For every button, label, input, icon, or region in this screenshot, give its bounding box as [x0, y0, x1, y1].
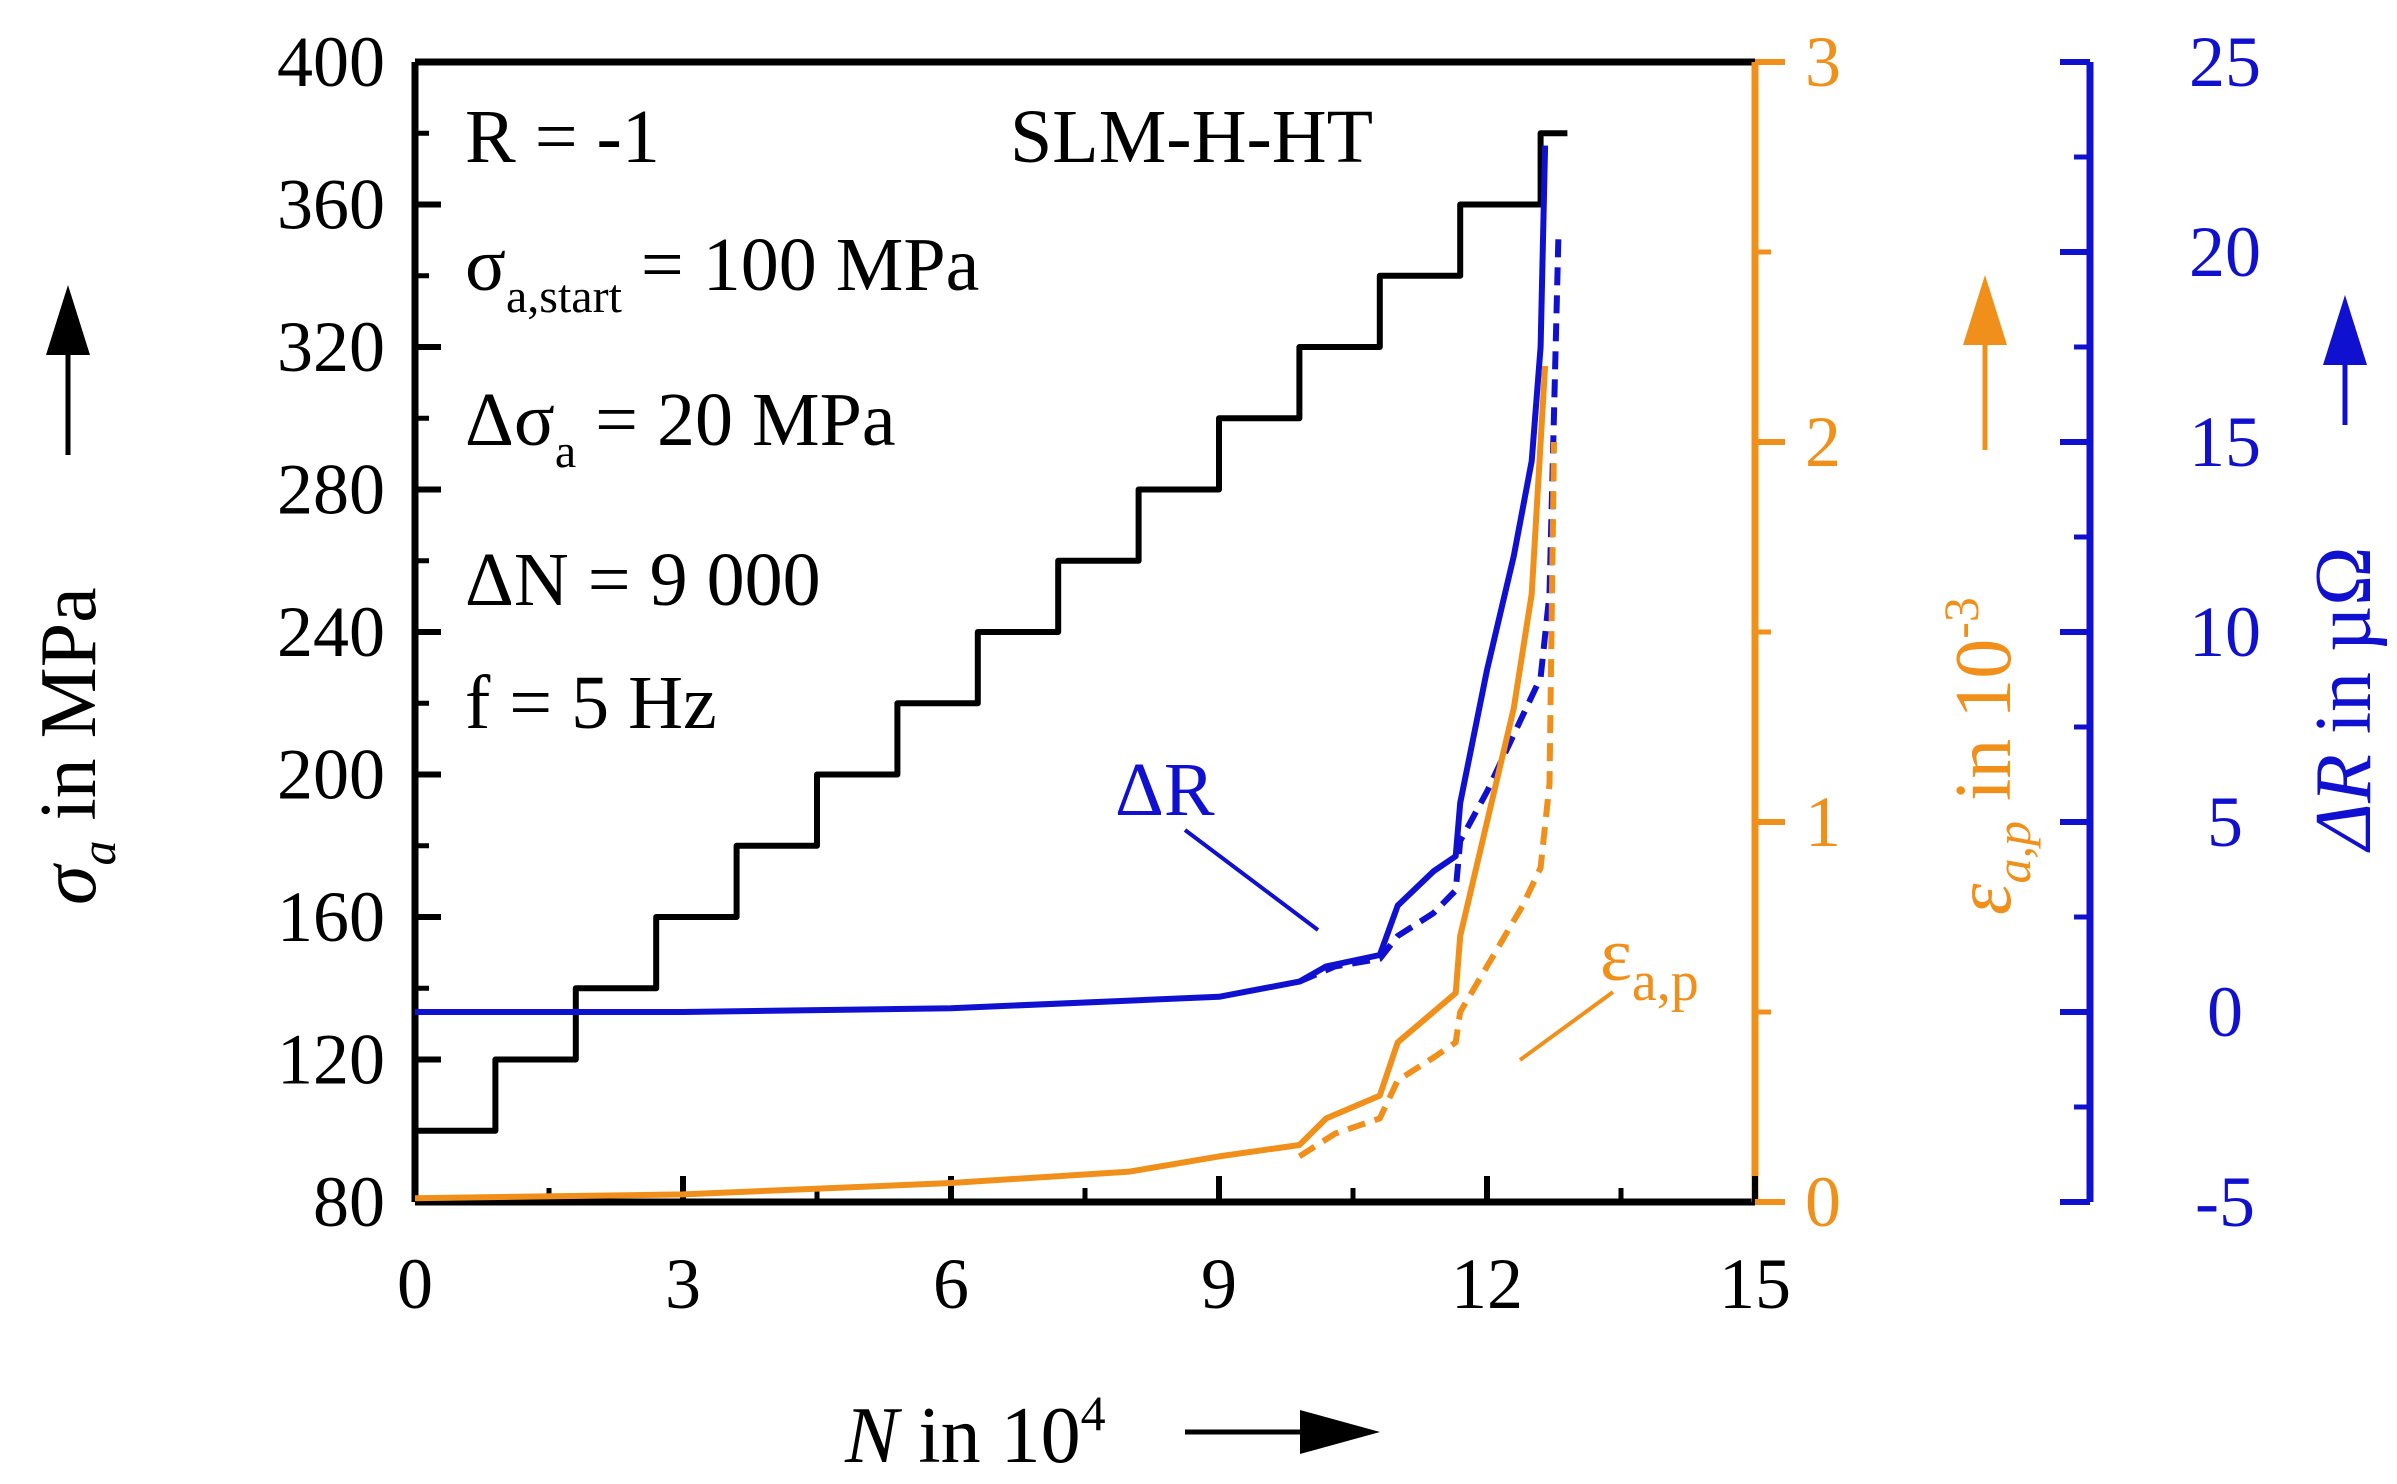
leader-delta-r [1183, 828, 1320, 932]
annotation-r-ratio: R = -1 [465, 95, 660, 179]
y-left-axis-title: σa in MPa [25, 587, 126, 905]
label-epsilon: εa,p [1600, 913, 1699, 1013]
x-tick-label: 6 [933, 1244, 969, 1324]
y-strain-tick-label: 3 [1805, 22, 1841, 102]
x-axis-title-arrowhead [1300, 1410, 1380, 1454]
label-delta-r: ΔR [1115, 748, 1215, 832]
annotation-frequency: f = 5 Hz [465, 661, 717, 745]
y-left-tick-label: 80 [313, 1162, 385, 1242]
series-line-3 [414, 365, 1549, 1202]
x-tick-label: 15 [1719, 1244, 1791, 1324]
y-left-arrowhead [46, 285, 90, 355]
y-resistance-tick-label: 0 [2207, 972, 2243, 1052]
strain-axis-ticks: 0 1 2 3 [1755, 22, 1841, 1242]
y-strain-axis-title: εa,p in 10-3 [1933, 597, 2041, 915]
y-resistance-tick-label: 20 [2189, 212, 2261, 292]
series-layer [414, 130, 1568, 1202]
x-axis-title: N in 104 [844, 1385, 1106, 1480]
left-axis-ticks: 80 120 160 200 240 280 320 360 400 [277, 22, 441, 1242]
y-left-tick-label: 200 [277, 735, 385, 815]
y-resistance-axis-title: ΔR in µΩ [2300, 546, 2388, 853]
y-resistance-tick-label: -5 [2195, 1162, 2255, 1242]
series-line-1 [415, 145, 1549, 1015]
x-tick-label: 12 [1451, 1244, 1523, 1324]
y-strain-arrowhead [1963, 275, 2007, 345]
y-left-tick-label: 160 [277, 877, 385, 957]
y-left-tick-label: 400 [277, 22, 385, 102]
y-resistance-tick-label: 10 [2189, 592, 2261, 672]
y-left-tick-label: 240 [277, 592, 385, 672]
y-resistance-tick-label: 15 [2189, 402, 2261, 482]
annotation-delta-sigma: Δσa = 20 MPa [465, 378, 896, 478]
series-line-0 [415, 130, 1568, 1134]
y-left-tick-label: 360 [277, 165, 385, 245]
annotation-sigma-start: σa,start = 100 MPa [465, 223, 979, 323]
y-strain-tick-label: 0 [1805, 1162, 1841, 1242]
y-left-tick-label: 120 [277, 1020, 385, 1100]
annotation-specimen: SLM-H-HT [1010, 95, 1373, 179]
x-tick-label: 9 [1201, 1244, 1237, 1324]
y-strain-tick-label: 1 [1805, 782, 1841, 862]
y-resistance-tick-label: 25 [2189, 22, 2261, 102]
leader-epsilon [1518, 990, 1615, 1062]
series-line-2 [1298, 232, 1562, 985]
y-strain-tick-label: 2 [1805, 402, 1841, 482]
y-resistance-tick-label: 5 [2207, 782, 2243, 862]
y-left-tick-label: 280 [277, 450, 385, 530]
x-tick-label: 3 [665, 1244, 701, 1324]
annotation-delta-n: ΔN = 9 000 [465, 538, 821, 622]
y-resistance-arrowhead [2323, 295, 2367, 365]
resistance-axis-ticks: -5 0 5 10 15 20 25 [2060, 22, 2261, 1242]
y-left-tick-label: 320 [277, 307, 385, 387]
x-tick-label: 0 [397, 1244, 433, 1324]
x-axis-ticks: 0 3 6 9 12 15 [397, 1176, 1791, 1324]
